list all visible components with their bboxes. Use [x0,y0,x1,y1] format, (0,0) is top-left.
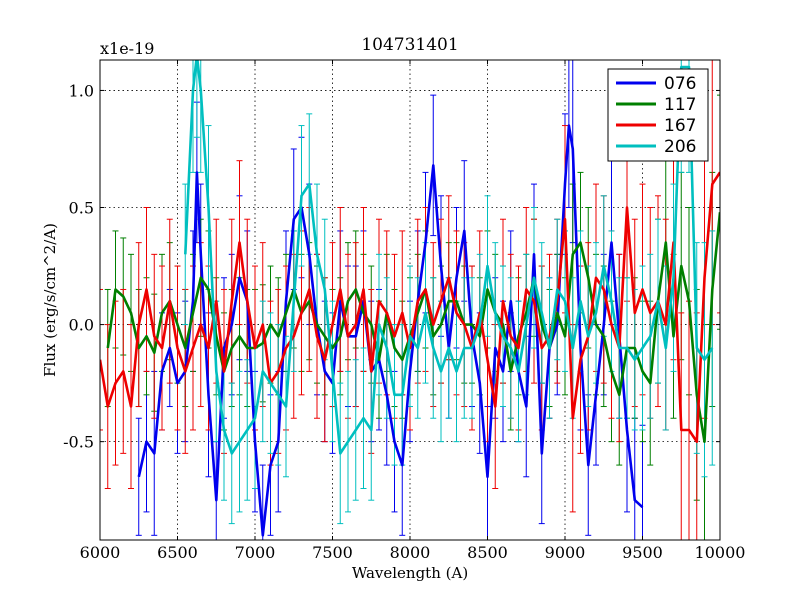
x-tick-label: 10000 [695,543,746,562]
x-axis-title: Wavelength (A) [352,564,468,582]
series-line-076 [137,124,644,537]
x-tick-label: 8000 [390,543,431,562]
x-tick-label: 6500 [157,543,198,562]
y-axis-title: Flux (erg/s/cm^2/A) [41,223,59,377]
series-line-206 [184,60,714,455]
y-tick-label: -0.5 [63,433,94,452]
axis-ticks: 6000 6500 7000 7500 8000 8500 9000 9500 10000 -0.… [63,60,745,562]
x-tick-label: 7000 [235,543,276,562]
y-tick-label: 0.5 [69,199,94,218]
data-series [100,60,720,537]
legend-label-167: 167 [664,116,696,136]
legend-label-076: 076 [664,74,696,94]
x-tick-label: 7500 [312,543,353,562]
x-tick-label: 9500 [622,543,663,562]
y-tick-label: 0.0 [69,316,94,335]
chart-title: 104731401 [361,35,458,55]
y-tick-label: 1.0 [69,81,94,100]
legend-label-117: 117 [664,95,696,115]
legend-label-206: 206 [664,137,696,157]
y-axis-multiplier: x1e-19 [100,39,154,58]
x-tick-label: 8500 [467,543,508,562]
x-tick-label: 9000 [545,543,586,562]
x-tick-label: 6000 [80,543,121,562]
